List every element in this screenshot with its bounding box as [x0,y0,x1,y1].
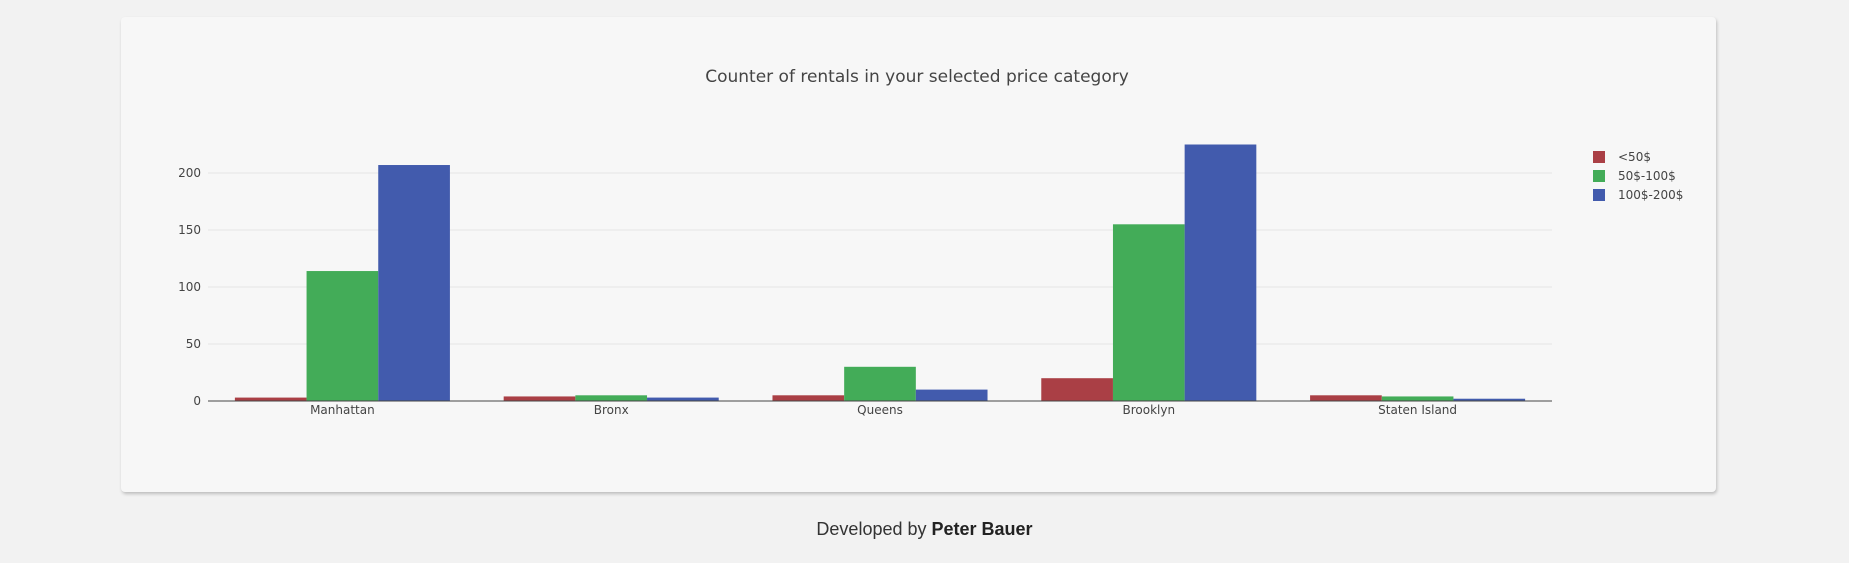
y-tick-label: 150 [178,223,201,237]
bar-queens-series-1[interactable] [844,366,916,401]
bars[interactable] [234,144,1526,402]
x-tick-label: Staten Island [1378,403,1457,417]
bar-chart: Counter of rentals in your selected pric… [178,67,1683,417]
legend[interactable]: <50$ 50$-100$ 100$-200$ [1593,150,1683,202]
legend-label: 100$-200$ [1618,188,1683,202]
x-tick-label: Manhattan [310,403,375,417]
legend-item[interactable]: 50$-100$ [1593,169,1676,183]
bar-staten-island-series-1[interactable] [1381,396,1454,401]
y-tick-label: 200 [178,166,201,180]
bar-manhattan-series-0[interactable] [234,397,307,401]
legend-swatch [1593,151,1605,163]
bar-staten-island-series-2[interactable] [1453,398,1526,401]
legend-label: 50$-100$ [1618,169,1676,183]
y-tick-label: 50 [186,337,201,351]
legend-swatch [1593,189,1605,201]
bar-brooklyn-series-1[interactable] [1112,224,1185,401]
bar-brooklyn-series-0[interactable] [1041,378,1113,401]
bar-manhattan-series-2[interactable] [378,165,450,401]
footer-author: Peter Bauer [931,519,1033,539]
x-tick-label: Bronx [594,403,629,417]
bar-bronx-series-0[interactable] [503,396,576,401]
x-tick-label: Queens [857,403,903,417]
bar-staten-island-series-0[interactable] [1310,395,1382,401]
x-axis-ticks: Manhattan Bronx Queens Brooklyn Staten Islan… [310,403,1457,417]
bar-queens-series-0[interactable] [772,395,845,401]
y-tick-label: 0 [193,394,201,408]
legend-item[interactable]: <50$ [1593,150,1651,164]
y-tick-label: 100 [178,280,201,294]
footer-credit: Developed by Peter Bauer [0,519,1849,540]
x-tick-label: Brooklyn [1123,403,1176,417]
footer-prefix: Developed by [816,519,932,539]
bar-bronx-series-1[interactable] [575,395,648,401]
bar-brooklyn-series-2[interactable] [1184,144,1257,402]
y-axis-ticks: 0 50 100 150 200 [178,166,201,408]
chart-card: Counter of rentals in your selected pric… [121,17,1716,492]
bar-queens-series-2[interactable] [915,389,988,401]
bar-manhattan-series-1[interactable] [306,271,379,401]
bar-bronx-series-2[interactable] [647,397,719,401]
legend-label: <50$ [1618,150,1651,164]
legend-swatch [1593,170,1605,182]
legend-item[interactable]: 100$-200$ [1593,188,1683,202]
chart-title: Counter of rentals in your selected pric… [705,67,1129,87]
